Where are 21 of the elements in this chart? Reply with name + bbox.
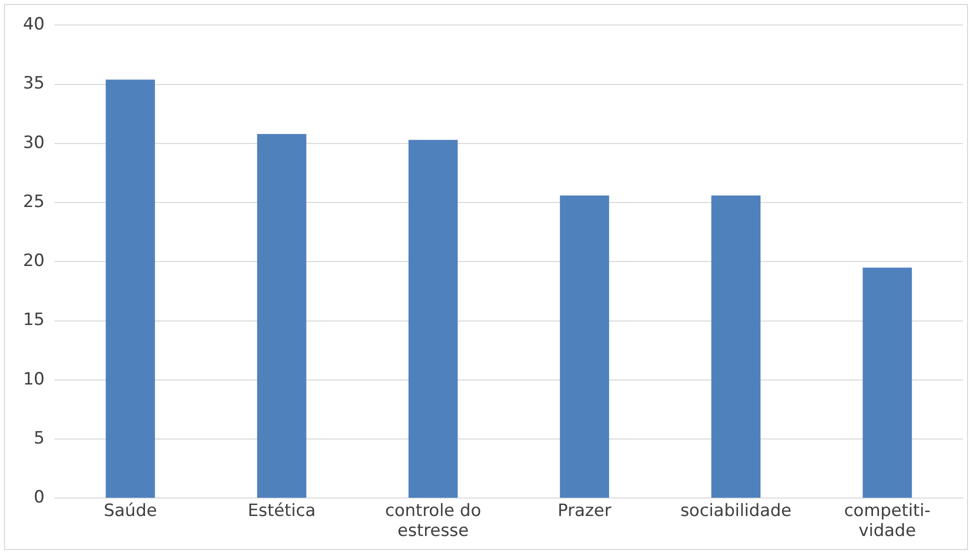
bar — [408, 140, 458, 498]
x-tick-label: Estética — [248, 500, 316, 521]
y-tick-label: 35 — [22, 74, 45, 94]
y-tick-label: 0 — [34, 488, 45, 508]
y-tick-label: 5 — [34, 428, 45, 448]
bar — [711, 195, 761, 498]
x-tick-label: competiti- vidade — [844, 500, 931, 542]
y-tick-label: 10 — [22, 369, 45, 390]
y-tick-label: 30 — [22, 132, 45, 153]
y-tick-label: 40 — [22, 14, 45, 35]
x-tick-label: controle do estresse — [385, 500, 482, 542]
y-tick-label: 25 — [22, 192, 45, 212]
y-tick-label: 20 — [22, 251, 45, 272]
y-tick-label: 15 — [22, 310, 45, 330]
bar — [862, 268, 912, 498]
x-tick-label: sociabilidade — [680, 500, 792, 521]
x-tick-label: Prazer — [558, 500, 612, 521]
bar — [257, 134, 306, 498]
bar — [560, 195, 610, 498]
x-tick-label: Saúde — [104, 500, 157, 521]
bar — [106, 80, 155, 498]
